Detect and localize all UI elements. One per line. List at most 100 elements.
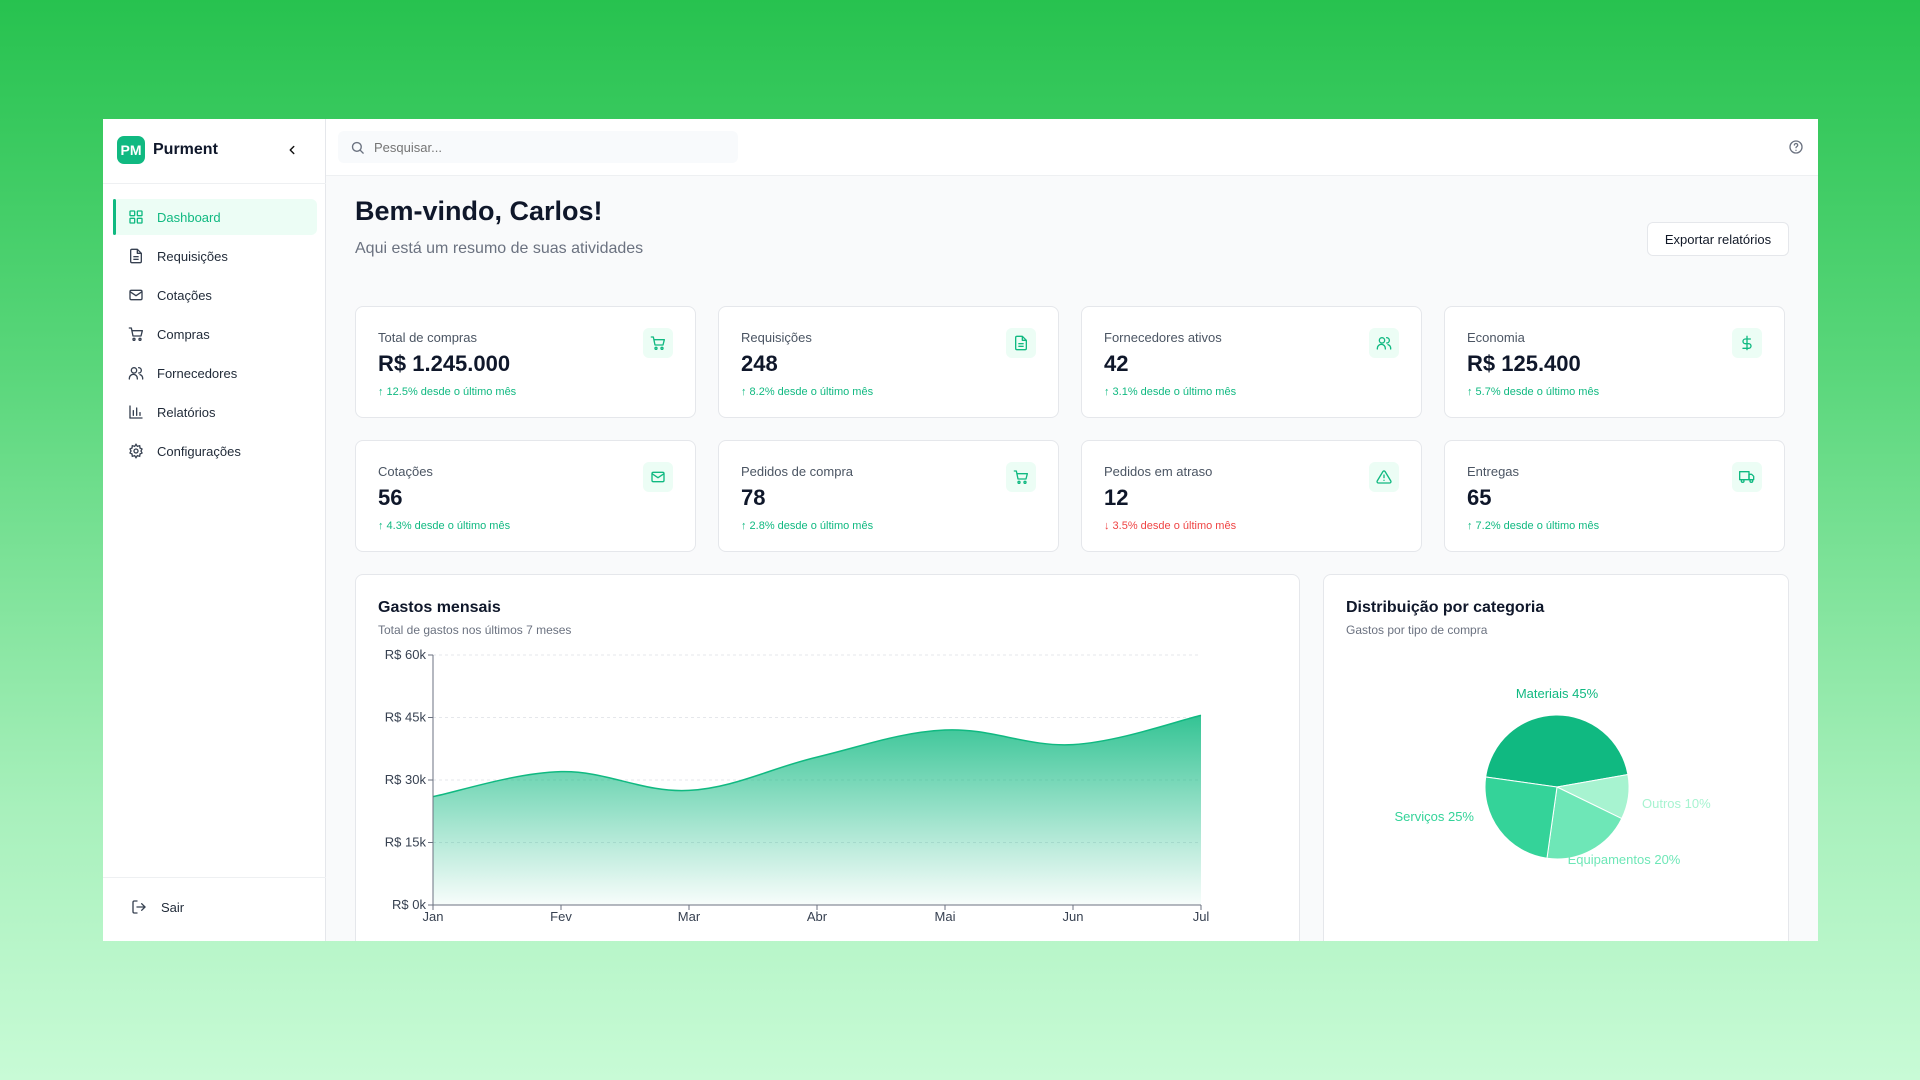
sidebar-item-relatorios[interactable]: Relatórios xyxy=(113,394,317,430)
stat-card-cotacoes: Cotações 56 ↑ 4.3% desde o último mês xyxy=(355,440,696,552)
search-box[interactable] xyxy=(338,131,738,163)
x-tick-label: Jan xyxy=(423,909,444,924)
panel-title: Distribuição por categoria xyxy=(1346,599,1545,616)
pie-slice-0 xyxy=(1485,714,1629,788)
brand-name: Purment xyxy=(153,141,218,158)
stat-card-entregas: Entregas 65 ↑ 7.2% desde o último mês xyxy=(1444,440,1785,552)
x-tick-label: Jun xyxy=(1063,909,1084,924)
card-label: Pedidos de compra xyxy=(741,464,854,479)
sidebar-item-configuracoes[interactable]: Configurações xyxy=(113,433,317,469)
sidebar: PM Purment Dashboard Requisições xyxy=(103,119,326,941)
bar-chart-icon xyxy=(128,404,144,420)
y-tick-label: R$ 15k xyxy=(385,835,427,850)
stat-card-total-compras: Total de compras R$ 1.245.000 ↑ 12.5% de… xyxy=(355,306,696,418)
pie-slice-3 xyxy=(1484,776,1558,859)
sidebar-item-requisicoes[interactable]: Requisições xyxy=(113,238,317,274)
card-label: Pedidos em atraso xyxy=(1104,464,1213,479)
brand[interactable]: PM Purment xyxy=(117,135,218,165)
chevron-left-icon[interactable] xyxy=(283,141,301,159)
stat-card-economia: Economia R$ 125.400 ↑ 5.7% desde o últim… xyxy=(1444,306,1785,418)
x-tick-label: Jul xyxy=(1193,909,1210,924)
card-change: ↑ 4.3% desde o último mês xyxy=(378,520,511,532)
stat-card-pedidos-atraso: Pedidos em atraso 12 ↓ 3.5% desde o últi… xyxy=(1081,440,1422,552)
dollar-icon xyxy=(1732,328,1762,358)
x-tick-label: Fev xyxy=(550,909,572,924)
app-window: PM Purment Dashboard Requisições xyxy=(103,119,1818,941)
cart-icon xyxy=(643,328,673,358)
sidebar-item-label: Fornecedores xyxy=(157,365,238,381)
card-value: 248 xyxy=(741,351,778,376)
card-change: ↑ 12.5% desde o último mês xyxy=(378,386,517,398)
card-change: ↑ 2.8% desde o último mês xyxy=(741,520,874,532)
panel-subtitle: Gastos por tipo de compra xyxy=(1346,623,1488,637)
search-icon xyxy=(350,140,365,155)
help-icon[interactable] xyxy=(1788,139,1804,155)
sidebar-item-label: Dashboard xyxy=(157,209,221,225)
file-text-icon xyxy=(128,248,144,264)
y-tick-label: R$ 60k xyxy=(385,647,427,662)
sidebar-item-label: Configurações xyxy=(157,443,241,459)
alert-triangle-icon xyxy=(1369,462,1399,492)
card-value: R$ 1.245.000 xyxy=(378,351,511,376)
sidebar-item-label: Requisições xyxy=(157,248,228,264)
panel-title: Gastos mensais xyxy=(378,599,501,616)
card-value: 65 xyxy=(1467,485,1492,510)
card-label: Total de compras xyxy=(378,330,477,345)
page-title: Bem-vindo, Carlos! xyxy=(355,196,603,226)
pie-slice-2 xyxy=(1546,786,1623,860)
mail-icon xyxy=(643,462,673,492)
card-label: Requisições xyxy=(741,330,812,345)
logout-label: Sair xyxy=(161,899,185,915)
card-change: ↓ 3.5% desde o último mês xyxy=(1104,520,1237,532)
card-label: Entregas xyxy=(1467,464,1520,479)
y-tick-label: R$ 0k xyxy=(392,897,426,912)
card-change: ↑ 7.2% desde o último mês xyxy=(1467,520,1600,532)
stat-card-pedidos-compra: Pedidos de compra 78 ↑ 2.8% desde o últi… xyxy=(718,440,1059,552)
sidebar-item-label: Relatórios xyxy=(157,404,216,420)
card-change: ↑ 3.1% desde o último mês xyxy=(1104,386,1237,398)
sidebar-item-label: Cotações xyxy=(157,287,212,303)
users-icon xyxy=(128,365,144,381)
area-series xyxy=(433,715,1201,905)
card-change: ↑ 5.7% desde o último mês xyxy=(1467,386,1600,398)
x-tick-label: Abr xyxy=(807,909,828,924)
log-out-icon xyxy=(131,899,147,915)
card-label: Cotações xyxy=(378,464,433,479)
main-content: Bem-vindo, Carlos! Aqui está um resumo d… xyxy=(326,176,1818,941)
file-text-icon xyxy=(1006,328,1036,358)
card-value: 78 xyxy=(741,485,766,510)
sidebar-nav: Dashboard Requisições Cotações Compras xyxy=(113,199,317,472)
gear-icon xyxy=(128,443,144,459)
panel-subtitle: Total de gastos nos últimos 7 meses xyxy=(378,623,572,637)
sidebar-item-dashboard[interactable]: Dashboard xyxy=(113,199,317,235)
sidebar-item-compras[interactable]: Compras xyxy=(113,316,317,352)
card-value: 56 xyxy=(378,485,403,510)
topbar xyxy=(326,119,1818,176)
mail-icon xyxy=(128,287,144,303)
x-tick-label: Mar xyxy=(678,909,701,924)
y-tick-label: R$ 30k xyxy=(385,772,427,787)
monthly-spend-chart: R$ 0k R$ 15k R$ 30k R$ 45k R$ 60k Jan Fev Mar Ab… xyxy=(385,647,1210,924)
pie-label-1: Outros 10% xyxy=(1642,796,1711,811)
x-tick-label: Mai xyxy=(935,909,956,924)
y-tick-label: R$ 45k xyxy=(385,710,427,725)
sidebar-item-fornecedores[interactable]: Fornecedores xyxy=(113,355,317,391)
stat-card-requisicoes: Requisições 248 ↑ 8.2% desde o último mê… xyxy=(718,306,1059,418)
sidebar-divider xyxy=(103,183,326,184)
cart-icon xyxy=(1006,462,1036,492)
logout-button[interactable]: Sair xyxy=(131,899,184,915)
card-value: R$ 125.400 xyxy=(1467,351,1581,376)
card-value: 42 xyxy=(1104,351,1129,376)
card-label: Fornecedores ativos xyxy=(1104,330,1222,345)
grid-icon xyxy=(128,209,144,225)
pie-label-3: Serviços 25% xyxy=(1395,809,1475,824)
category-pie-chart: Materiais 45% Outros 10% Equipamentos 20% S… xyxy=(1395,686,1712,867)
sidebar-divider xyxy=(103,877,326,878)
cart-icon xyxy=(128,326,144,342)
sidebar-item-label: Compras xyxy=(157,326,210,342)
search-input[interactable] xyxy=(374,139,714,155)
export-reports-button[interactable]: Exportar relatórios xyxy=(1647,222,1789,256)
brand-logo: PM xyxy=(117,136,145,164)
sidebar-item-cotacoes[interactable]: Cotações xyxy=(113,277,317,313)
users-icon xyxy=(1369,328,1399,358)
